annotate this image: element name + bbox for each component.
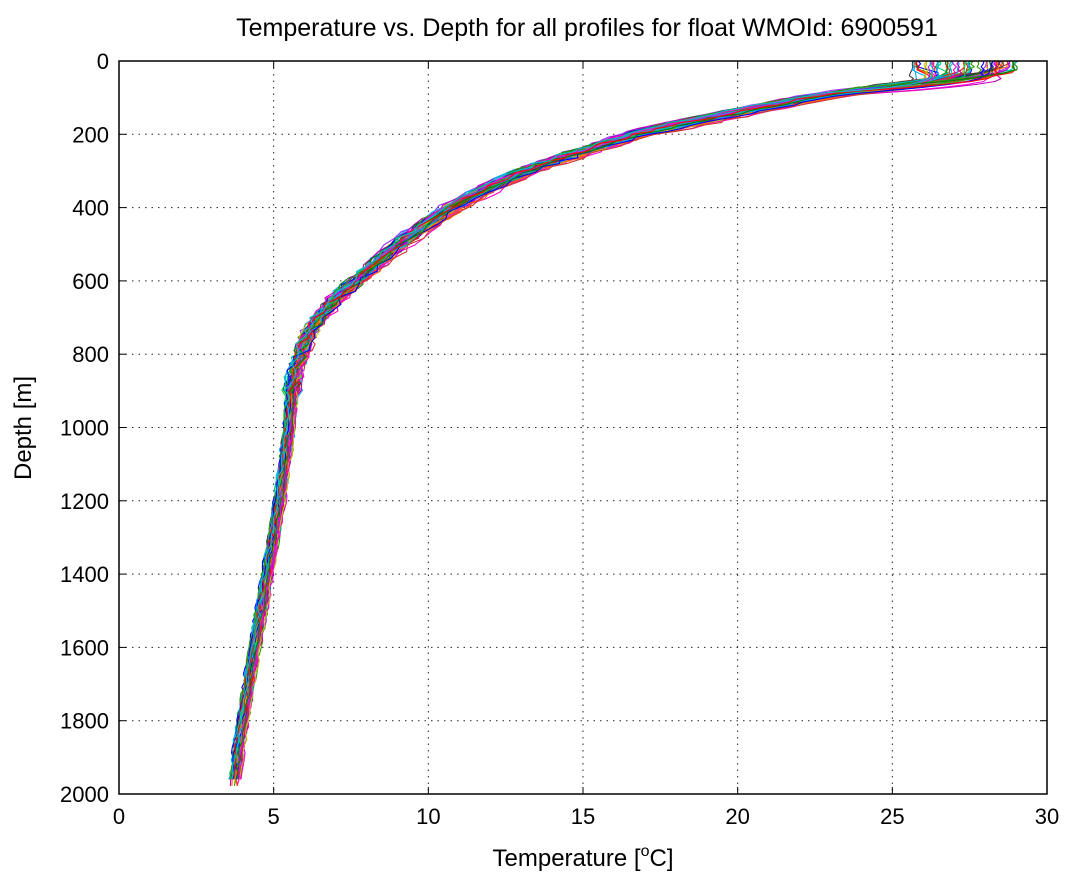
x-axis-ticks: 0 5 10 15 20 25 30 [113, 61, 1059, 829]
x-tick-label: 10 [416, 804, 440, 829]
y-tick-label: 400 [72, 196, 109, 221]
y-axis-ticks: 0 200 400 600 800 1000 1200 1400 1600 1800 2000 [60, 49, 1047, 807]
chart-title: Temperature vs. Depth for all profiles f… [236, 14, 938, 42]
x-axis-title-suffix: C] [649, 845, 673, 872]
profile-line [236, 60, 1016, 780]
x-axis-title-superscript: o [641, 843, 650, 860]
profile-line [229, 60, 1016, 780]
y-tick-label: 1600 [60, 635, 109, 660]
y-tick-label: 200 [72, 122, 109, 147]
x-tick-label: 30 [1035, 804, 1059, 829]
y-tick-label: 1800 [60, 709, 109, 734]
x-tick-label: 0 [113, 804, 125, 829]
y-tick-label: 600 [72, 269, 109, 294]
x-tick-label: 25 [880, 804, 904, 829]
profile-line [238, 60, 936, 780]
y-tick-label: 1000 [60, 416, 109, 441]
y-axis-title: Depth [m] [10, 376, 37, 480]
y-tick-label: 800 [72, 342, 109, 367]
y-tick-label: 1400 [60, 562, 109, 587]
y-tick-label: 2000 [60, 782, 109, 807]
plot-area [228, 60, 1019, 787]
y-tick-label: 0 [97, 49, 109, 74]
profile-line [231, 60, 934, 780]
x-tick-label: 20 [725, 804, 749, 829]
x-tick-label: 15 [571, 804, 595, 829]
profile-line [237, 60, 932, 780]
profile-line [232, 60, 985, 780]
y-tick-label: 1200 [60, 489, 109, 514]
x-axis-title-prefix: Temperature [ [493, 845, 641, 872]
x-axis-title: Temperature [oC] [493, 843, 674, 872]
x-tick-label: 5 [268, 804, 280, 829]
